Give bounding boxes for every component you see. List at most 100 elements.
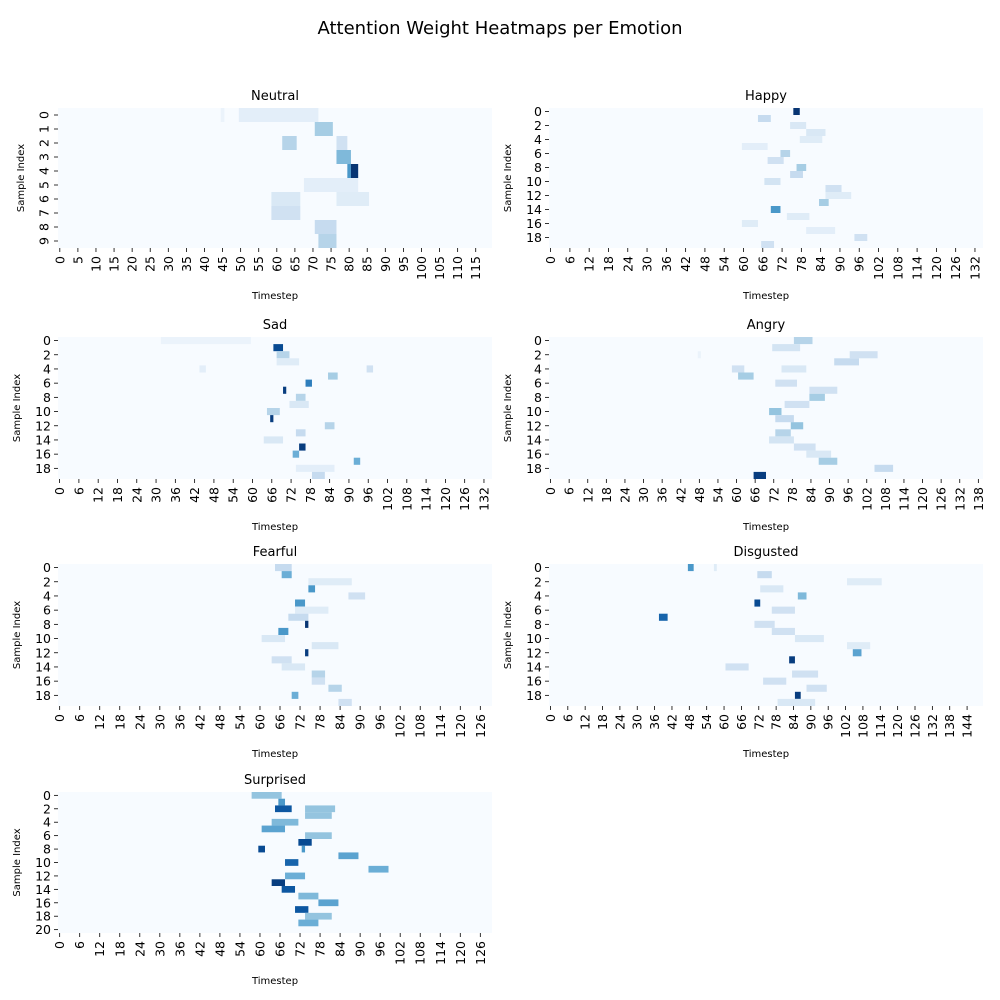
x-tick-label: 0	[52, 487, 67, 495]
heatmap-cell	[318, 899, 339, 907]
y-tick-label: 10	[35, 631, 51, 646]
heatmap-cell	[336, 136, 348, 150]
x-tick-label: 96	[852, 256, 867, 272]
heatmap-cell	[305, 649, 309, 657]
heatmap-cell	[263, 436, 284, 444]
heatmap-cell	[281, 571, 292, 579]
x-tick-label: 42	[187, 487, 202, 503]
y-tick-label: 14	[526, 432, 542, 447]
heatmap-cell	[790, 171, 803, 178]
x-tick-label: 0	[52, 714, 67, 722]
y-tick-label: 20	[35, 922, 51, 937]
y-axis-label: Sample Index	[12, 601, 23, 669]
heatmap-cell	[298, 839, 312, 846]
panel-title: Disgusted	[733, 545, 798, 560]
x-tick-label: 72	[284, 487, 299, 503]
x-tick-label: 96	[373, 714, 388, 730]
x-tick-label: 102	[393, 714, 408, 738]
x-tick-label: 70	[305, 256, 320, 272]
x-tick-label: 72	[766, 487, 781, 503]
y-tick-label: 4	[534, 361, 542, 376]
y-tick-label: 4	[43, 815, 51, 830]
x-tick-label: 144	[960, 714, 975, 738]
x-tick-label: 55	[251, 256, 266, 272]
heatmap-cell	[295, 464, 335, 472]
heatmap-cell	[806, 129, 826, 136]
heatmap-cell	[305, 620, 309, 628]
y-tick-label: 2	[43, 574, 51, 589]
x-tick-label: 6	[72, 941, 87, 949]
heatmap-cell	[793, 337, 813, 345]
heatmap-cell	[775, 415, 794, 423]
x-tick-label: 115	[468, 256, 483, 280]
x-tick-label: 45	[215, 256, 230, 272]
y-tick-label: 14	[526, 202, 542, 217]
x-tick-label: 54	[710, 487, 725, 503]
heatmap-cell	[793, 443, 816, 451]
heatmap-cell	[295, 429, 306, 437]
y-tick-label: 4	[534, 132, 542, 147]
x-tick-label: 60	[729, 487, 744, 503]
heatmap-cell	[291, 691, 299, 699]
heatmap-cell	[270, 415, 274, 423]
x-tick-label: 105	[432, 256, 447, 280]
heatmap-cell	[847, 578, 882, 586]
heatmap-cell	[770, 206, 781, 213]
heatmap-cell	[347, 164, 351, 178]
y-tick-label: 6	[43, 828, 51, 843]
y-tick-label: 14	[35, 882, 51, 897]
heatmap-cell	[852, 649, 862, 657]
x-tick-label: 96	[841, 487, 856, 503]
heatmap-cell	[276, 351, 290, 359]
heatmap-cell	[825, 192, 852, 199]
y-tick-label: 16	[526, 447, 542, 462]
x-tick-label: 66	[755, 256, 770, 272]
figure-title: Attention Weight Heatmaps per Emotion	[317, 18, 682, 39]
heatmap-cell	[295, 606, 329, 614]
heatmap-cell	[789, 656, 795, 664]
x-tick-label: 6	[560, 714, 575, 722]
heatmap-cell	[781, 365, 807, 373]
heatmap-cell	[687, 564, 694, 572]
x-tick-label: 48	[682, 714, 697, 730]
x-tick-label: 85	[360, 256, 375, 272]
panel-title: Fearful	[253, 545, 298, 560]
heatmap-cell	[261, 825, 286, 833]
x-tick-label: 54	[717, 256, 732, 272]
x-tick-label: 90	[341, 487, 356, 503]
heatmap-cell	[199, 365, 206, 373]
heatmap-cell	[790, 422, 804, 430]
heatmap-cell	[806, 684, 827, 692]
y-tick-label: 2	[534, 574, 542, 589]
y-axis-label: Sample Index	[12, 828, 23, 896]
heatmap-cell	[275, 805, 292, 813]
x-tick-label: 75	[324, 256, 339, 272]
x-tick-label: 108	[878, 487, 893, 511]
x-tick-label: 60	[269, 256, 284, 272]
heatmap-cell	[311, 471, 325, 479]
x-tick-label: 66	[748, 487, 763, 503]
x-tick-label: 90	[832, 256, 847, 272]
y-tick-label: 4	[43, 588, 51, 603]
x-tick-label: 48	[692, 487, 707, 503]
heatmap-cell	[271, 192, 301, 206]
x-tick-label: 66	[273, 941, 288, 957]
y-tick-label: 10	[526, 404, 542, 419]
heatmap-cell	[353, 457, 361, 465]
y-tick-label: 4	[43, 361, 51, 376]
y-tick-label: 0	[37, 111, 52, 119]
heatmap-cell	[368, 865, 389, 873]
y-tick-label: 6	[43, 603, 51, 618]
heatmap-cell	[754, 620, 775, 628]
x-tick-label: 6	[72, 714, 87, 722]
heatmap-cell	[775, 379, 797, 387]
heatmap-cell	[767, 157, 784, 164]
x-tick-label: 108	[413, 714, 428, 738]
heatmap-cell	[809, 386, 838, 394]
x-tick-label: 42	[192, 941, 207, 957]
x-tick-label: 102	[871, 256, 886, 280]
heatmap-cell	[238, 108, 319, 122]
heatmap-cell	[741, 220, 758, 227]
